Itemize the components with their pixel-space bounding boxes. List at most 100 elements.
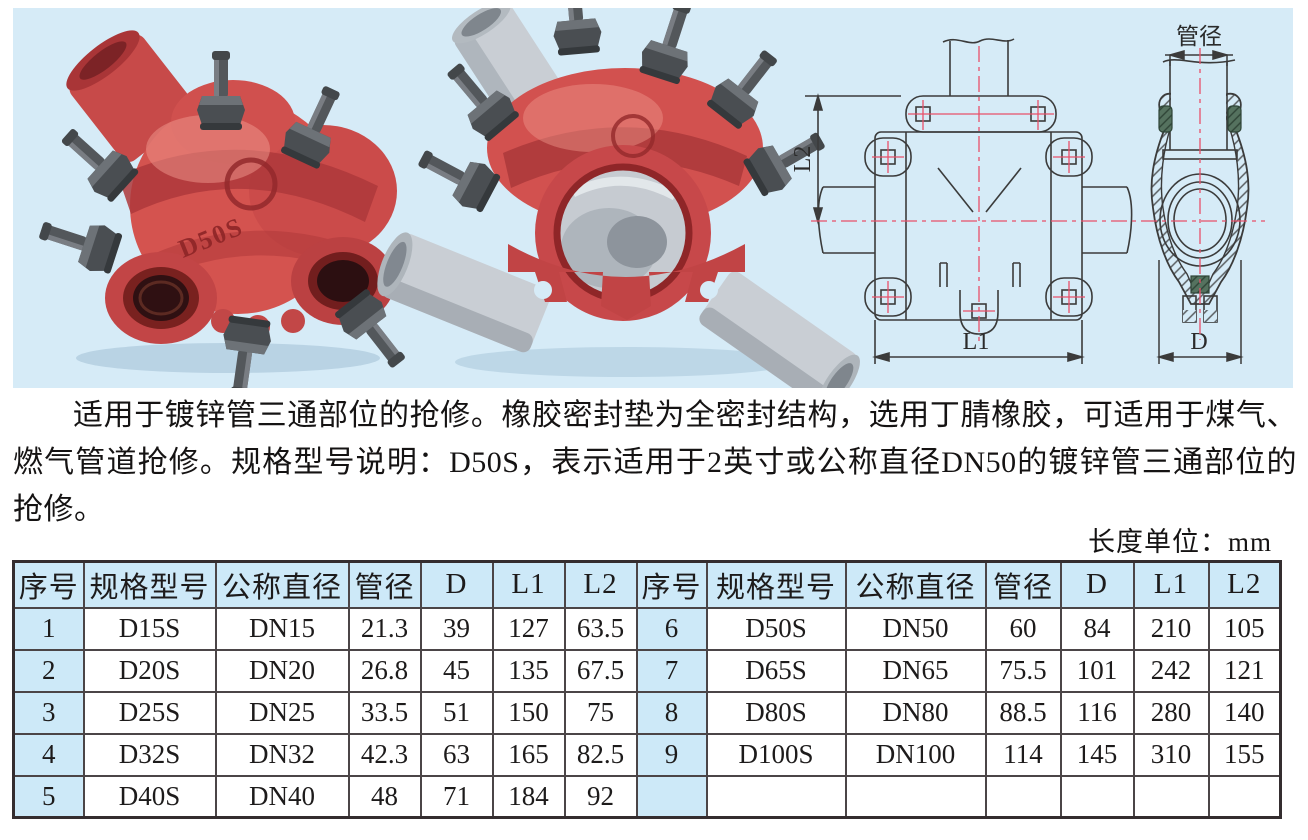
cell-index: 2 [12, 648, 85, 693]
product-photo-front: D50S [33, 30, 418, 388]
table-row: 4 D32S DN32 42.3 63 165 82.5 9 D100S DN1… [12, 732, 1282, 777]
cell-index: 3 [12, 690, 85, 735]
dim-label-l1: L1 [963, 329, 990, 355]
cell-l1: 150 [491, 690, 566, 735]
cell-model: D50S [705, 606, 847, 651]
product-photo-installed [377, 8, 860, 388]
cell-l2: 63.5 [563, 606, 638, 651]
cell-model: D15S [82, 606, 217, 651]
cell-nominal-diameter [844, 774, 987, 819]
col-header-d: D [419, 560, 494, 609]
cell-index: 9 [635, 732, 708, 777]
header-row: 序号 规格型号 公称直径 管径 D L1 L2 序号 规格型号 公称直径 管径 … [12, 560, 1282, 609]
cell-l2: 92 [563, 774, 638, 819]
cell-l1 [1132, 774, 1210, 819]
technical-drawing-front-view [805, 38, 1133, 364]
cell-l1: 165 [491, 732, 566, 777]
col-header-pipe-diameter: 管径 [984, 560, 1062, 609]
table-row: 5 D40S DN40 48 71 184 92 [12, 774, 1282, 819]
col-header-model: 规格型号 [705, 560, 847, 609]
cell-nominal-diameter: DN65 [844, 648, 987, 693]
cell-pipe-diameter: 114 [984, 732, 1062, 777]
cell-pipe-diameter: 42.3 [347, 732, 422, 777]
cell-pipe-diameter: 75.5 [984, 648, 1062, 693]
cell-d: 51 [419, 690, 494, 735]
cell-d: 45 [419, 648, 494, 693]
cell-l1: 127 [491, 606, 566, 651]
cell-nominal-diameter: DN80 [844, 690, 987, 735]
dim-label-d: D [1190, 329, 1207, 355]
col-header-d: D [1059, 560, 1135, 609]
cell-nominal-diameter: DN20 [214, 648, 350, 693]
cell-index: 6 [635, 606, 708, 651]
cell-l2 [1207, 774, 1282, 819]
cell-nominal-diameter: DN100 [844, 732, 987, 777]
cell-nominal-diameter: DN32 [214, 732, 350, 777]
cell-pipe-diameter: 21.3 [347, 606, 422, 651]
cell-pipe-diameter: 26.8 [347, 648, 422, 693]
product-panel-graphic: D50S [33, 8, 1265, 388]
cell-model: D25S [82, 690, 217, 735]
dim-label-pipe-diameter: 管径 [1176, 24, 1222, 49]
cell-pipe-diameter [984, 774, 1062, 819]
cell-l2: 121 [1207, 648, 1282, 693]
cell-index: 1 [12, 606, 85, 651]
col-header-l2: L2 [563, 560, 638, 609]
cell-l2: 75 [563, 690, 638, 735]
table-row: 2 D20S DN20 26.8 45 135 67.5 7 D65S DN65… [12, 648, 1282, 693]
cell-nominal-diameter: DN50 [844, 606, 987, 651]
product-description: 适用于镀锌管三通部位的抢修。橡胶密封垫为全密封结构，选用丁腈橡胶，可适用于煤气、… [13, 399, 1297, 526]
cell-l2: 140 [1207, 690, 1282, 735]
cell-pipe-diameter: 48 [347, 774, 422, 819]
col-header-index: 序号 [635, 560, 708, 609]
cell-d: 39 [419, 606, 494, 651]
col-header-pipe-diameter: 管径 [347, 560, 422, 609]
dim-label-l2: L2 [790, 146, 816, 173]
cell-index: 8 [635, 690, 708, 735]
cell-pipe-diameter: 60 [984, 606, 1062, 651]
cell-index: 4 [12, 732, 85, 777]
cell-pipe-diameter: 88.5 [984, 690, 1062, 735]
col-header-l2: L2 [1207, 560, 1282, 609]
cell-d: 145 [1059, 732, 1135, 777]
col-header-model: 规格型号 [82, 560, 217, 609]
cell-d: 71 [419, 774, 494, 819]
col-header-index: 序号 [12, 560, 85, 609]
cell-model: D20S [82, 648, 217, 693]
cell-l2: 155 [1207, 732, 1282, 777]
cell-l1: 310 [1132, 732, 1210, 777]
cell-d: 116 [1059, 690, 1135, 735]
cell-nominal-diameter: DN40 [214, 774, 350, 819]
cell-l2: 105 [1207, 606, 1282, 651]
cell-nominal-diameter: DN15 [214, 606, 350, 651]
cell-d [1059, 774, 1135, 819]
cell-pipe-diameter: 33.5 [347, 690, 422, 735]
cell-d: 63 [419, 732, 494, 777]
cell-model: D65S [705, 648, 847, 693]
cell-l1: 184 [491, 774, 566, 819]
cell-l1: 242 [1132, 648, 1210, 693]
table-row: 1 D15S DN15 21.3 39 127 63.5 6 D50S DN50… [12, 606, 1282, 651]
cell-model: D80S [705, 690, 847, 735]
col-header-nominal-diameter: 公称直径 [844, 560, 987, 609]
cell-l1: 280 [1132, 690, 1210, 735]
cell-l2: 67.5 [563, 648, 638, 693]
cell-l1: 210 [1132, 606, 1210, 651]
col-header-nominal-diameter: 公称直径 [214, 560, 350, 609]
spec-table: 序号 规格型号 公称直径 管径 D L1 L2 序号 规格型号 公称直径 管径 … [12, 560, 1282, 819]
cell-model: D100S [705, 732, 847, 777]
table-row: 3 D25S DN25 33.5 51 150 75 8 D80S DN80 8… [12, 690, 1282, 735]
unit-note: 长度单位：mm [1087, 527, 1272, 557]
cell-model: D32S [82, 732, 217, 777]
cell-d: 101 [1059, 648, 1135, 693]
cell-model: D40S [82, 774, 217, 819]
cell-model [705, 774, 847, 819]
cell-nominal-diameter: DN25 [214, 690, 350, 735]
col-header-l1: L1 [491, 560, 566, 609]
cell-index [635, 774, 708, 819]
cell-l1: 135 [491, 648, 566, 693]
product-image-panel: D50S [13, 8, 1293, 388]
cell-l2: 82.5 [563, 732, 638, 777]
cell-index: 7 [635, 648, 708, 693]
cell-d: 84 [1059, 606, 1135, 651]
